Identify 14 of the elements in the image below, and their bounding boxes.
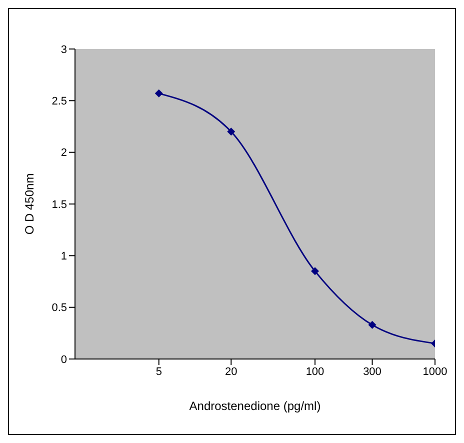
y-tick-label: 0: [60, 354, 67, 366]
x-tick-label: 100: [306, 366, 324, 378]
x-axis-title: Androstenedione (pg/ml): [189, 399, 321, 413]
y-tick-label: 3: [60, 44, 67, 56]
y-tick-label: 1: [60, 250, 67, 263]
y-axis-title: O D 450nm: [22, 173, 36, 235]
y-tick-label: 0.5: [52, 302, 67, 314]
x-tick-label: 5: [156, 366, 162, 378]
x-tick-label: 1000: [422, 366, 448, 378]
x-tick-label: 20: [225, 366, 238, 378]
x-tick-label: 300: [363, 366, 382, 378]
y-tick-label: 2.5: [52, 96, 67, 108]
y-tick-label: 1.5: [52, 198, 67, 211]
y-tick-label: 2: [60, 147, 67, 160]
